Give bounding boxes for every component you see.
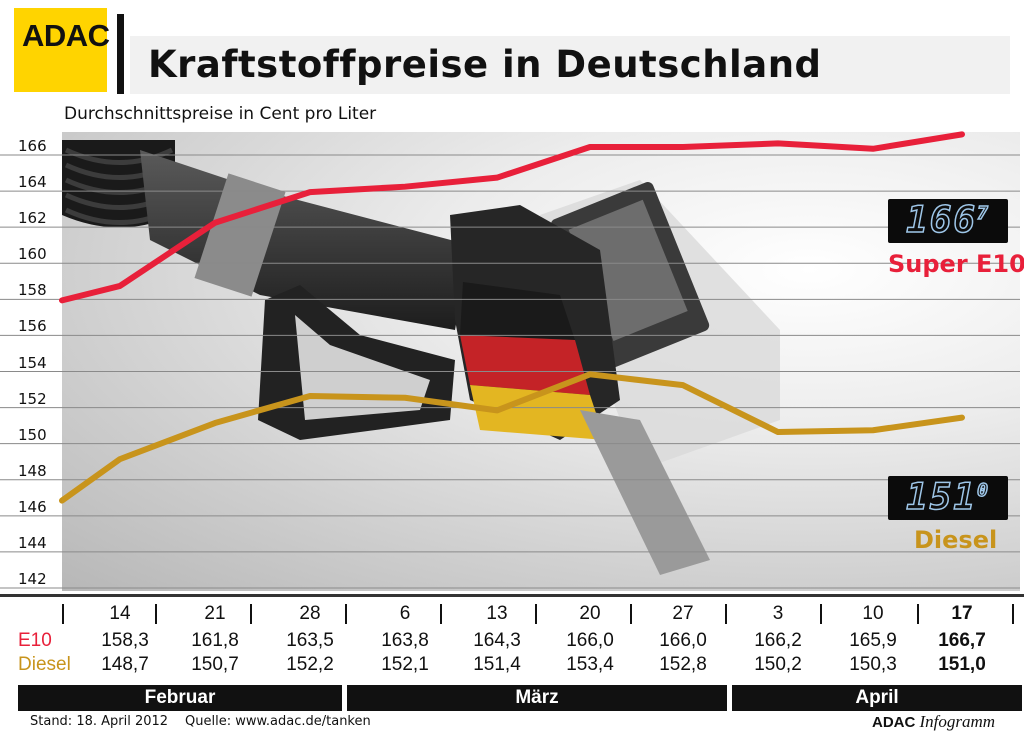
diesel-value-cell: 152,1 (381, 654, 429, 675)
x-date-label: 21 (204, 603, 226, 624)
date-separator-tick (630, 604, 632, 624)
e10-value-cell: 158,3 (101, 630, 149, 651)
e10-value-cell: 164,3 (473, 630, 521, 651)
x-date-label: 13 (486, 603, 508, 624)
title-band (130, 36, 1010, 94)
y-tick-label: 164 (18, 173, 47, 192)
e10-value-cell: 163,5 (286, 630, 334, 651)
x-date-label: 17 (951, 603, 973, 624)
date-separator-tick (535, 604, 537, 624)
adac-logo-text: ADAC (22, 18, 110, 53)
x-date-label: 27 (672, 603, 694, 624)
e10-value-cell: 166,2 (754, 630, 802, 651)
e10-value-cell: 166,7 (938, 630, 986, 651)
row-label-diesel: Diesel (18, 654, 71, 675)
diesel-value-cell: 152,2 (286, 654, 334, 675)
y-tick-label: 166 (18, 137, 47, 155)
diesel-value-cell: 151,0 (938, 654, 986, 675)
y-tick-label: 146 (18, 497, 47, 516)
date-separator-tick (725, 604, 727, 624)
diesel-value-cell: 151,4 (473, 654, 521, 675)
x-date-label: 6 (399, 603, 411, 624)
diesel-value-cell: 152,8 (659, 654, 707, 675)
brand-name: ADAC (872, 714, 916, 731)
date-separator-tick (917, 604, 919, 624)
series-lines (59, 131, 965, 504)
diesel-value-cell: 148,7 (101, 654, 149, 675)
diesel-price-display: 1510 (888, 476, 1008, 520)
month-februar: Februar (18, 685, 342, 711)
date-separator-tick (345, 604, 347, 624)
e10-price-display: 1667 (888, 199, 1008, 243)
e10-value-cell: 165,9 (849, 630, 897, 651)
date-separator-tick (820, 604, 822, 624)
footer-stand: Stand: 18. April 2012 (30, 714, 169, 729)
brand-infogramm: Infogramm (919, 712, 996, 731)
diesel-value-cell: 150,3 (849, 654, 897, 675)
legend-diesel: Diesel (914, 526, 998, 554)
date-separator-tick (1012, 604, 1014, 624)
x-date-label: 14 (109, 603, 131, 624)
nozzle-illustration (62, 140, 780, 575)
x-date-label: 3 (772, 603, 784, 624)
e10-price-display-value: 166 (905, 199, 978, 242)
y-tick-label: 148 (18, 461, 47, 480)
e10-value-cell: 163,8 (381, 630, 429, 651)
title-divider (117, 14, 124, 94)
y-tick-label: 158 (18, 281, 47, 300)
date-separator-tick (62, 604, 64, 624)
date-separator-tick (250, 604, 252, 624)
chart-subtitle: Durchschnittspreise in Cent pro Liter (64, 104, 377, 124)
diesel-value-cell: 150,2 (754, 654, 802, 675)
row-label-e10: E10 (18, 630, 52, 651)
y-tick-label: 144 (18, 533, 47, 552)
y-tick-label: 156 (18, 317, 47, 336)
x-date-label: 28 (299, 603, 321, 624)
adac-logo: ADAC (14, 8, 110, 92)
diesel-series-line (59, 371, 965, 504)
footer-source: Quelle: www.adac.de/tanken (185, 714, 371, 729)
e10-price-display-tenths: 7 (976, 202, 990, 225)
date-separator-tick (155, 604, 157, 624)
e10-value-cell: 161,8 (191, 630, 239, 651)
table-separator (0, 594, 1024, 597)
brand-adac-infogramm: ADAC Infogramm (872, 712, 995, 732)
month-maerz: März (347, 685, 727, 711)
y-tick-label: 160 (18, 245, 47, 264)
x-date-label: 20 (579, 603, 601, 624)
page-title: Kraftstoffpreise in Deutschland (148, 43, 822, 86)
y-tick-label: 152 (18, 389, 47, 408)
e10-value-cell: 166,0 (566, 630, 614, 651)
y-tick-label: 150 (18, 425, 47, 444)
e10-series-line (59, 131, 965, 304)
y-tick-label: 154 (18, 353, 47, 372)
diesel-price-display-value: 151 (905, 476, 978, 519)
y-tick-label: 142 (18, 570, 47, 588)
legend-super-e10: Super E10 (888, 250, 1024, 278)
diesel-value-cell: 150,7 (191, 654, 239, 675)
e10-value-cell: 166,0 (659, 630, 707, 651)
y-tick-label: 162 (18, 209, 47, 228)
diesel-value-cell: 153,4 (566, 654, 614, 675)
month-april: April (732, 685, 1022, 711)
diesel-price-display-tenths: 0 (976, 479, 990, 502)
date-separator-tick (440, 604, 442, 624)
x-date-label: 10 (862, 603, 884, 624)
